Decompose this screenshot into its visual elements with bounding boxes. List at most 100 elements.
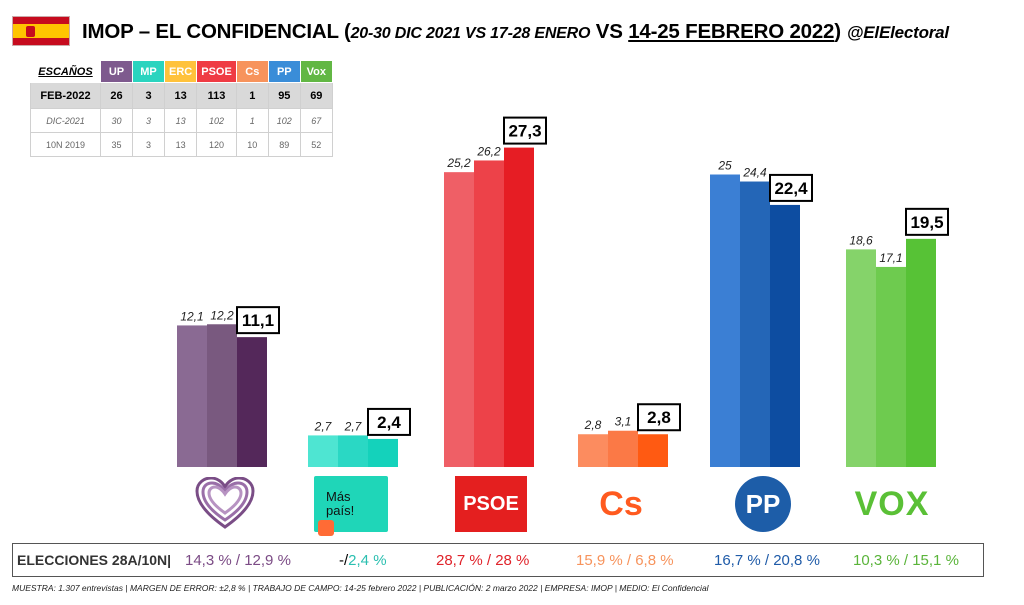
table-cell: 13 xyxy=(163,108,198,133)
table-cell: 95 xyxy=(267,82,301,109)
elections-row: ELECCIONES 28A/10N| 14,3 % / 12,9 % -/2,… xyxy=(12,543,984,577)
value-box-psoe xyxy=(503,116,547,145)
value-box-vox xyxy=(905,207,949,236)
title-close: ) xyxy=(834,20,841,43)
bar-mp-0 xyxy=(308,435,338,467)
value-label-mp-2: 2,4 xyxy=(377,413,401,432)
value-label-pp-1: 24,4 xyxy=(742,166,767,180)
row-label: DIC-2021 xyxy=(30,108,101,133)
table-cell: 13 xyxy=(163,82,198,109)
elections-label: ELECCIONES 28A/10N| xyxy=(17,552,183,568)
value-label-cs-0: 2,8 xyxy=(584,418,602,432)
value-label-up-2: 11,1 xyxy=(242,311,274,330)
pp-logo-text: PP xyxy=(745,488,781,519)
bar-psoe-0 xyxy=(444,172,474,467)
vox-logo-text: VOX xyxy=(854,484,930,523)
elections-cs: 15,9 % / 6,8 % xyxy=(576,551,674,569)
bar-up-0 xyxy=(177,325,207,467)
value-label-vox-1: 17,1 xyxy=(879,251,902,265)
smile-icon xyxy=(318,520,334,536)
psoe-logo-text: PSOE xyxy=(463,492,519,515)
table-row: FEB-2022 26 3 13 113 1 95 69 xyxy=(30,82,333,109)
bar-psoe-1 xyxy=(474,160,504,467)
value-label-mp-0: 2,7 xyxy=(314,419,333,433)
value-label-psoe-0: 25,2 xyxy=(446,156,471,170)
table-row: 10N 2019 35 3 13 120 10 89 52 xyxy=(30,132,333,157)
bar-pp-2 xyxy=(770,204,800,468)
value-box-cs xyxy=(637,403,681,432)
table-cell: 1 xyxy=(235,82,269,109)
bar-vox-0 xyxy=(846,249,876,467)
value-label-vox-2: 19,5 xyxy=(910,213,943,232)
spain-flag-icon xyxy=(12,16,70,46)
bar-cs-1 xyxy=(608,430,638,467)
title-vs: VS xyxy=(590,20,629,43)
value-label-up-1: 12,2 xyxy=(210,308,234,322)
elections-label-text: ELECCIONES 28A/10N xyxy=(17,552,168,568)
footer-note: MUESTRA: 1.307 entrevistas | MARGEN DE E… xyxy=(12,583,709,593)
table-cell: 120 xyxy=(196,132,237,157)
row-label: 10N 2019 xyxy=(30,132,101,157)
value-box-pp xyxy=(769,173,813,202)
elections-mp-value: 2,4 % xyxy=(348,551,387,569)
value-label-up-0: 12,1 xyxy=(180,309,203,323)
cs-logo: Cs xyxy=(596,476,646,532)
table-cell: 3 xyxy=(132,82,165,109)
row-label: FEB-2022 xyxy=(30,82,101,109)
table-cell: 10 xyxy=(235,132,269,157)
seats-label: ESCAÑOS xyxy=(30,60,101,83)
psoe-logo: PSOE xyxy=(455,476,527,532)
bar-psoe-2 xyxy=(504,147,534,467)
table-cell: 69 xyxy=(299,82,333,109)
bar-pp-1 xyxy=(740,181,770,467)
value-label-cs-2: 2,8 xyxy=(647,408,671,427)
mas-pais-logo: Más país! xyxy=(314,476,388,536)
title-main: IMOP – EL CONFIDENCIAL ( xyxy=(82,20,351,43)
table-cell: 113 xyxy=(196,82,237,109)
mp-logo-line-2: país! xyxy=(326,503,355,518)
bar-up-1 xyxy=(207,324,237,467)
value-label-cs-1: 3,1 xyxy=(615,415,632,429)
seats-table: ESCAÑOS UP MP ERC PSOE Cs PP Vox FEB-202… xyxy=(30,60,333,157)
vox-logo: VOX xyxy=(852,476,932,532)
bar-vox-1 xyxy=(876,266,906,467)
bar-mp-2 xyxy=(368,438,398,467)
bar-pp-0 xyxy=(710,174,740,467)
table-cell: 67 xyxy=(299,108,333,133)
party-header-vox: Vox xyxy=(299,60,333,83)
title-range-2: 14-25 FEBRERO 2022 xyxy=(628,20,835,43)
value-label-mp-1: 2,7 xyxy=(344,419,363,433)
party-header-mp: MP xyxy=(132,60,165,83)
table-cell: 52 xyxy=(299,132,333,157)
bar-up-2 xyxy=(237,337,267,467)
cs-logo-text: Cs xyxy=(599,484,643,523)
bar-cs-0 xyxy=(578,434,608,467)
up-heart-logo-icon xyxy=(190,476,260,532)
party-header-psoe: PSOE xyxy=(196,60,237,83)
elections-up: 14,3 % / 12,9 % xyxy=(185,551,291,569)
header: IMOP – EL CONFIDENCIAL (20-30 DIC 2021 V… xyxy=(12,10,1017,50)
page-title: IMOP – EL CONFIDENCIAL (20-30 DIC 2021 V… xyxy=(82,20,949,44)
party-header-pp: PP xyxy=(267,60,301,83)
table-cell: 13 xyxy=(163,132,198,157)
mp-logo-line-1: Más xyxy=(326,489,351,504)
elections-pp: 16,7 % / 20,8 % xyxy=(714,551,820,569)
elections-separator: | xyxy=(167,552,172,568)
bar-cs-2 xyxy=(638,434,668,467)
party-header-erc: ERC xyxy=(163,60,198,83)
title-range-1: 20-30 DIC 2021 VS 17-28 ENERO xyxy=(350,25,591,42)
elections-vox: 10,3 % / 15,1 % xyxy=(853,551,959,569)
value-label-psoe-2: 27,3 xyxy=(508,122,541,141)
table-cell: 102 xyxy=(196,108,237,133)
twitter-handle: @ElElectoral xyxy=(846,23,949,42)
elections-mp-prefix: -/ xyxy=(339,551,349,569)
pp-logo: PP xyxy=(733,476,793,532)
elections-mp: -/2,4 % xyxy=(339,552,387,569)
value-label-pp-2: 22,4 xyxy=(774,179,808,198)
value-label-psoe-1: 26,2 xyxy=(476,144,501,158)
bar-mp-1 xyxy=(338,435,368,467)
elections-psoe: 28,7 % / 28 % xyxy=(436,551,530,569)
table-cell: 1 xyxy=(235,108,269,133)
value-box-mp xyxy=(367,407,411,436)
